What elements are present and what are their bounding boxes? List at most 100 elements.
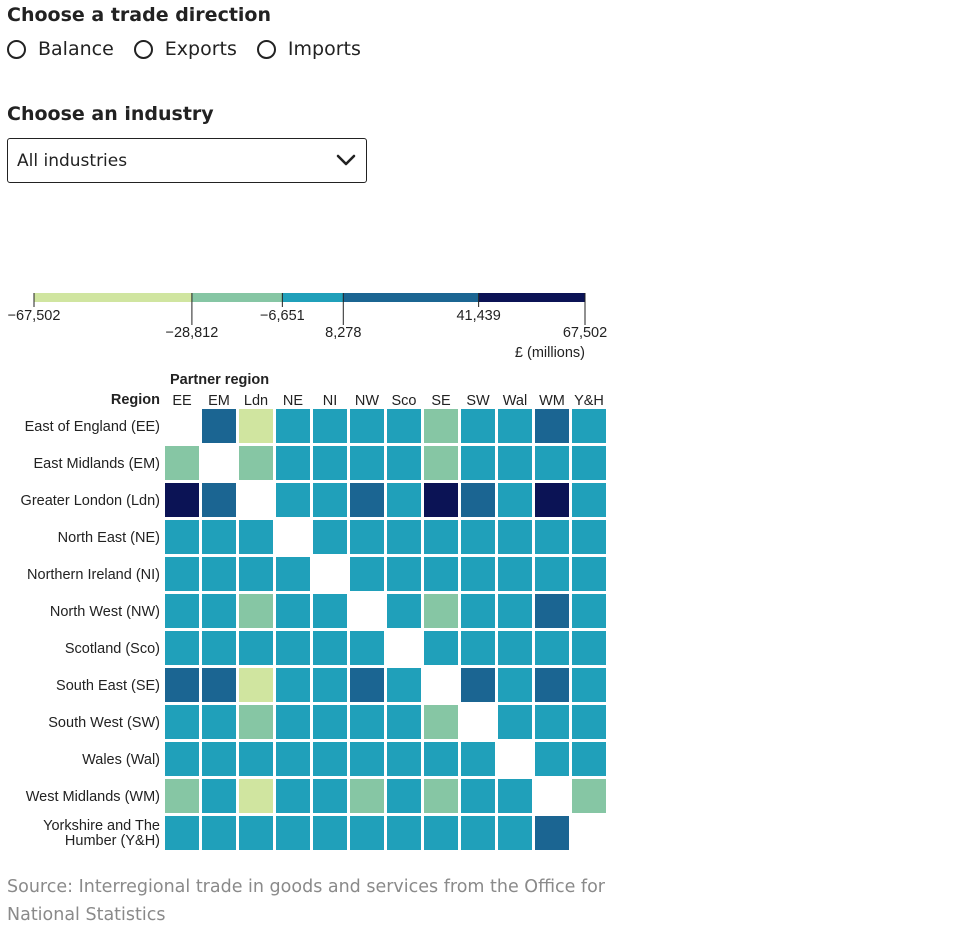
heatmap-cell xyxy=(276,779,310,813)
heatmap-cell xyxy=(165,557,199,591)
heatmap-cell xyxy=(424,520,458,554)
heatmap-cell xyxy=(276,668,310,702)
heatmap-cell xyxy=(461,668,495,702)
heatmap-cell xyxy=(239,409,273,443)
heatmap-cell xyxy=(165,446,199,480)
heatmap-cell xyxy=(461,779,495,813)
row-label: Northern Ireland (NI) xyxy=(27,567,160,583)
heatmap-cell xyxy=(276,409,310,443)
legend-tick-label: 67,502 xyxy=(563,325,607,341)
heatmap-cell xyxy=(572,631,606,665)
trade-direction-radio-group: Balance Exports Imports xyxy=(7,38,381,60)
heatmap-cell xyxy=(572,520,606,554)
heatmap-cell xyxy=(535,742,569,776)
heatmap-cell xyxy=(239,668,273,702)
heatmap-cell xyxy=(350,816,384,850)
legend-tick-label: −6,651 xyxy=(260,308,305,324)
row-label: Greater London (Ldn) xyxy=(21,493,160,509)
heatmap-cell xyxy=(572,446,606,480)
heatmap-cell xyxy=(350,705,384,739)
heatmap-cell xyxy=(313,446,347,480)
heatmap-cell xyxy=(313,668,347,702)
heatmap-cell xyxy=(498,816,532,850)
radio-imports[interactable]: Imports xyxy=(256,38,361,60)
heatmap-cell xyxy=(424,631,458,665)
heatmap-cell xyxy=(165,631,199,665)
heatmap-cell xyxy=(276,557,310,591)
heatmap-cell xyxy=(313,779,347,813)
column-label: NI xyxy=(323,393,338,409)
heatmap-cell xyxy=(350,446,384,480)
heatmap-cell xyxy=(461,520,495,554)
heatmap-cell xyxy=(350,557,384,591)
heatmap-cell xyxy=(313,631,347,665)
heatmap-cell xyxy=(461,446,495,480)
row-label: Humber (Y&H) xyxy=(65,833,160,849)
heatmap-cell xyxy=(572,557,606,591)
heatmap-cell xyxy=(165,668,199,702)
heatmap-cell xyxy=(239,631,273,665)
row-axis-title: Region xyxy=(111,392,160,408)
heatmap-cell xyxy=(202,409,236,443)
heatmap-cell xyxy=(276,631,310,665)
heatmap-cell xyxy=(202,742,236,776)
column-label: NE xyxy=(283,393,303,409)
heatmap-cell xyxy=(350,483,384,517)
heatmap-cell xyxy=(498,520,532,554)
radio-circle-icon[interactable] xyxy=(256,39,276,59)
row-label: South West (SW) xyxy=(48,715,160,731)
heatmap-cell xyxy=(498,409,532,443)
heatmap-cell xyxy=(535,594,569,628)
heatmap-cell xyxy=(498,446,532,480)
heatmap-cell xyxy=(239,557,273,591)
radio-circle-icon[interactable] xyxy=(133,39,153,59)
heatmap-cell xyxy=(535,409,569,443)
industry-select-value: All industries xyxy=(17,150,128,171)
heatmap-cell xyxy=(424,446,458,480)
heatmap-cell xyxy=(498,483,532,517)
heatmap-cell xyxy=(387,816,421,850)
heatmap-cell xyxy=(350,779,384,813)
heatmap-cell xyxy=(498,668,532,702)
heatmap-cell xyxy=(165,483,199,517)
heatmap-cell xyxy=(535,705,569,739)
heatmap-cell xyxy=(424,742,458,776)
row-label: East of England (EE) xyxy=(25,419,160,435)
radio-circle-icon[interactable] xyxy=(7,39,26,59)
column-label: Wal xyxy=(503,393,527,409)
heatmap-cell xyxy=(165,705,199,739)
column-label: EE xyxy=(172,393,192,409)
heatmap-cell xyxy=(202,705,236,739)
heatmap-cell xyxy=(572,705,606,739)
heatmap-cell xyxy=(239,446,273,480)
heatmap-cell xyxy=(535,557,569,591)
row-label: Yorkshire and The xyxy=(43,818,160,834)
radio-exports[interactable]: Exports xyxy=(133,38,237,60)
chevron-down-icon xyxy=(336,154,356,166)
heatmap-cell xyxy=(165,779,199,813)
heatmap-cell xyxy=(461,483,495,517)
heatmap-cell xyxy=(202,483,236,517)
heatmap-cell xyxy=(424,779,458,813)
heatmap-cell xyxy=(424,409,458,443)
heatmap-cell xyxy=(461,594,495,628)
heatmap-cell xyxy=(202,668,236,702)
heatmap-cell xyxy=(350,520,384,554)
heatmap-cell xyxy=(202,816,236,850)
heatmap-cell xyxy=(313,816,347,850)
industry-select[interactable]: All industries xyxy=(7,138,367,183)
radio-balance-label: Balance xyxy=(38,38,114,60)
column-label: EM xyxy=(208,393,230,409)
heatmap-cell xyxy=(572,483,606,517)
heatmap-cell xyxy=(276,705,310,739)
heatmap-cell xyxy=(350,409,384,443)
heatmap-cell xyxy=(276,594,310,628)
heatmap-cell xyxy=(461,557,495,591)
legend-swatch xyxy=(478,293,585,302)
row-label: East Midlands (EM) xyxy=(33,456,160,472)
heatmap-cell xyxy=(572,668,606,702)
radio-balance[interactable]: Balance xyxy=(7,38,114,60)
heatmap-cell xyxy=(350,742,384,776)
heatmap-cell xyxy=(239,816,273,850)
column-label: WM xyxy=(539,393,565,409)
